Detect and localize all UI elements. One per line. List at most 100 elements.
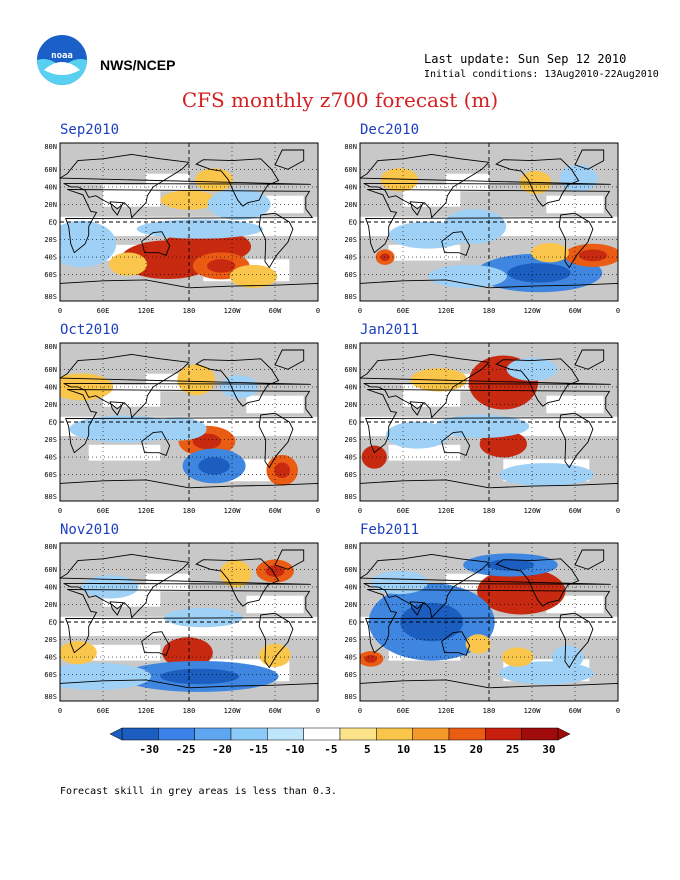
coastline	[360, 353, 611, 419]
lat-tick-label: 40S	[344, 654, 357, 662]
lat-tick-label: 80N	[44, 343, 57, 351]
anomaly-core	[274, 462, 291, 479]
lon-tick-label: 0	[358, 707, 362, 715]
lon-tick-label: 60E	[97, 507, 110, 515]
map-frame	[59, 542, 319, 702]
panel-title: Dec2010	[360, 122, 420, 138]
colorbar-label: 10	[397, 743, 410, 756]
lon-tick-label: 120W	[524, 507, 542, 515]
lon-tick-label: 120W	[224, 507, 242, 515]
lat-tick-label: 60S	[344, 471, 357, 479]
colorbar-swatch	[267, 727, 304, 741]
anomaly-core	[160, 668, 240, 685]
lat-tick-label: 20N	[44, 201, 57, 209]
lat-tick-label: 80S	[344, 493, 357, 501]
positive-anomaly	[60, 373, 114, 401]
coastline	[60, 279, 318, 301]
lat-tick-label: 60N	[344, 366, 357, 374]
lat-tick-label: 60N	[344, 566, 357, 574]
lat-tick-label: 80S	[344, 693, 357, 701]
lat-tick-label: 60S	[44, 271, 57, 279]
lat-tick-label: 80N	[44, 143, 57, 151]
coastline	[141, 631, 171, 656]
last-update: Last update: Sun Sep 12 2010	[424, 52, 627, 66]
coastline	[274, 349, 305, 370]
anomaly-core	[380, 253, 390, 261]
lon-tick-label: 120E	[438, 507, 455, 515]
colorbar-label: -20	[212, 743, 232, 756]
lat-tick-label: 40S	[44, 254, 57, 262]
coastline	[195, 158, 280, 207]
anomaly-core	[198, 457, 230, 475]
coastline	[60, 153, 311, 219]
lat-tick-label: 80N	[344, 143, 357, 151]
negative-anomaly	[60, 662, 152, 690]
lon-tick-label: 60E	[397, 507, 410, 515]
coastline	[258, 212, 294, 269]
lon-tick-label: 120E	[138, 307, 155, 315]
panel-title: Sep2010	[60, 122, 120, 138]
anomaly-core	[184, 237, 229, 256]
lon-tick-label: 60W	[269, 507, 282, 515]
coastline	[258, 612, 294, 669]
skill-area	[388, 444, 461, 461]
coastline	[65, 389, 314, 454]
lat-tick-label: 40N	[344, 183, 357, 191]
colorbar-swatch	[521, 727, 559, 741]
coastline	[574, 149, 605, 170]
map-frame	[359, 342, 619, 502]
lat-tick-label: 20S	[44, 236, 57, 244]
lat-tick-label: EQ	[349, 219, 357, 227]
lat-tick-label: 60N	[44, 166, 57, 174]
coastline	[109, 401, 124, 416]
coastline	[195, 558, 280, 607]
lat-tick-label: 40S	[44, 454, 57, 462]
lat-tick-label: 80N	[344, 343, 357, 351]
skill-area	[88, 644, 161, 661]
coastline	[360, 679, 618, 701]
lon-tick-label: 0	[316, 307, 320, 315]
positive-anomaly	[501, 647, 534, 667]
lon-tick-label: 180	[183, 307, 196, 315]
coastline	[141, 431, 171, 456]
negative-anomaly	[136, 219, 263, 239]
positive-anomaly	[195, 168, 234, 192]
lat-tick-label: EQ	[49, 219, 57, 227]
colorbar-label: 20	[470, 743, 483, 756]
coastline	[60, 679, 318, 701]
coastline	[109, 601, 124, 616]
lat-tick-label: 80S	[44, 693, 57, 701]
colorbar-swatch	[485, 727, 522, 741]
coastline	[274, 549, 305, 570]
lat-tick-label: 40N	[344, 383, 357, 391]
skill-area	[388, 244, 461, 261]
lat-tick-label: 20N	[44, 601, 57, 609]
lat-tick-label: 80N	[344, 543, 357, 551]
negative-anomaly	[149, 417, 207, 441]
lon-tick-label: 0	[58, 507, 62, 515]
colorbar-swatch	[194, 727, 232, 741]
colorbar-label: -15	[248, 743, 268, 756]
positive-anomaly	[219, 560, 252, 588]
lon-tick-label: 0	[58, 307, 62, 315]
lon-tick-label: 0	[616, 507, 620, 515]
colorbar-swatch	[230, 727, 268, 741]
lon-tick-label: 0	[358, 307, 362, 315]
lon-tick-label: 60W	[269, 307, 282, 315]
lat-tick-label: 60S	[44, 671, 57, 679]
coastline	[409, 601, 424, 616]
negative-anomaly	[559, 164, 598, 192]
coastline	[365, 189, 614, 254]
coastline	[558, 212, 594, 269]
coastline	[365, 589, 614, 654]
negative-anomaly	[499, 463, 594, 487]
map-frame	[59, 142, 319, 302]
coastline	[574, 349, 605, 370]
colorbar-swatch	[339, 727, 377, 741]
lat-tick-label: 40N	[44, 383, 57, 391]
coastline	[65, 189, 314, 254]
lat-tick-label: 40N	[44, 183, 57, 191]
colorbar-label: -25	[176, 743, 196, 756]
lat-tick-label: 60N	[44, 566, 57, 574]
